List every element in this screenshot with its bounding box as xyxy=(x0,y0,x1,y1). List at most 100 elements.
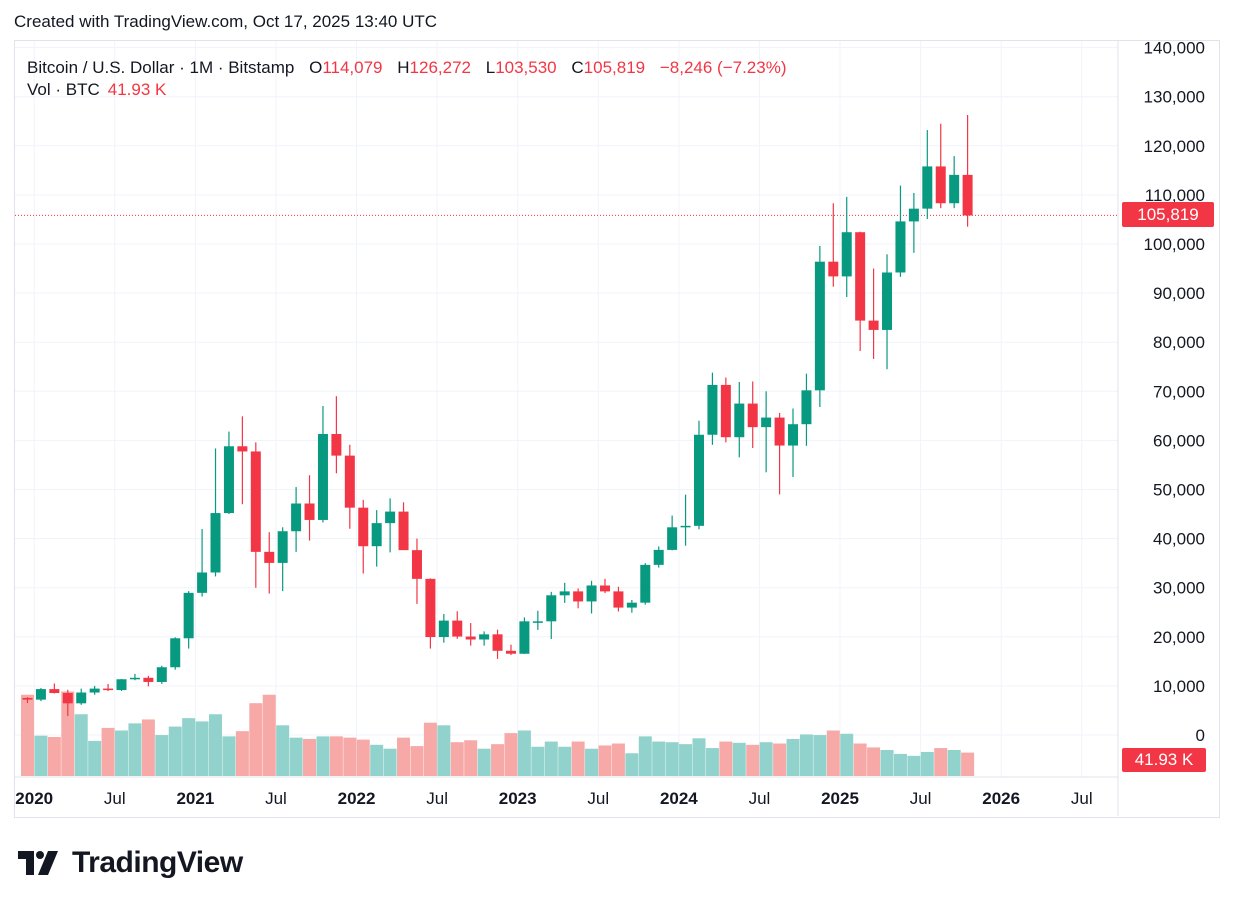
x-tick-label: 2025 xyxy=(821,789,859,808)
candle-body xyxy=(720,384,731,438)
volume-bar xyxy=(813,735,827,776)
volume-bar xyxy=(383,748,397,776)
volume-bar xyxy=(907,755,921,776)
volume-bar xyxy=(423,722,437,776)
candle-body xyxy=(962,174,973,216)
x-tick-label: 2026 xyxy=(982,789,1020,808)
candle-body xyxy=(264,551,275,563)
volume-bar xyxy=(826,730,840,776)
candle-body xyxy=(425,578,436,638)
candle-body xyxy=(935,166,946,204)
volume-bar xyxy=(316,736,330,776)
volume-bar xyxy=(343,737,357,776)
chart-frame xyxy=(14,40,1220,818)
volume-bar xyxy=(329,736,343,776)
volume-bar xyxy=(732,742,746,776)
candle-body xyxy=(89,688,100,693)
candle-body xyxy=(156,667,167,682)
candle-body xyxy=(277,531,288,563)
candle-body xyxy=(667,527,678,550)
candle-body xyxy=(586,585,597,602)
candle-body xyxy=(223,446,234,514)
candle-body xyxy=(546,595,557,622)
volume-label[interactable]: Vol · BTC xyxy=(27,80,100,99)
volume-bar xyxy=(880,750,894,776)
tradingview-wordmark: TradingView xyxy=(72,846,243,879)
y-tick-label: 130,000 xyxy=(1144,88,1205,107)
candle-body xyxy=(49,689,60,694)
candle-body xyxy=(371,523,382,547)
last-price-badge: 105,819 xyxy=(1122,202,1214,227)
volume-bar xyxy=(115,730,129,776)
candle-body xyxy=(465,636,476,640)
candle-body xyxy=(640,564,651,603)
volume-bar xyxy=(437,725,451,776)
symbol-name[interactable]: Bitcoin / U.S. Dollar · 1M · Bitstamp xyxy=(27,58,295,77)
y-tick-label: 60,000 xyxy=(1153,431,1205,450)
candle-body xyxy=(747,403,758,428)
symbol-legend: Bitcoin / U.S. Dollar · 1M · Bitstamp O 1… xyxy=(27,55,787,81)
open-label: O xyxy=(309,58,323,77)
volume-bar xyxy=(679,744,693,776)
x-tick-label: 2023 xyxy=(499,789,537,808)
candle-body xyxy=(922,166,933,209)
candle-body xyxy=(304,503,315,520)
candle-body xyxy=(22,697,33,700)
high-label: H xyxy=(397,58,410,77)
candle-body xyxy=(519,621,530,654)
volume-bar xyxy=(491,744,505,776)
volume-bar xyxy=(773,743,787,776)
candle-body xyxy=(761,417,772,428)
candle-body xyxy=(559,591,570,596)
y-tick-label: 20,000 xyxy=(1153,628,1205,647)
volume-bar xyxy=(652,741,666,776)
volume-bar xyxy=(21,694,34,776)
candle-body xyxy=(438,620,449,638)
x-tick-label: Jul xyxy=(104,789,126,808)
candle-body xyxy=(814,261,825,391)
candle-body xyxy=(841,232,852,277)
low-value: 103,530 xyxy=(495,58,557,77)
volume-bar xyxy=(450,742,464,776)
volume-bar xyxy=(370,744,384,776)
volume-bar xyxy=(209,714,223,776)
candle-body xyxy=(452,620,463,637)
y-tick-label: 120,000 xyxy=(1144,137,1205,156)
volume-bar xyxy=(289,737,303,776)
close-label: C xyxy=(571,58,584,77)
candle-body xyxy=(855,232,866,321)
y-tick-label: 90,000 xyxy=(1153,284,1205,303)
volume-bar xyxy=(934,748,948,776)
volume-bar xyxy=(168,726,182,776)
candle-body xyxy=(170,638,181,668)
candle-body xyxy=(774,417,785,446)
candle-body xyxy=(788,424,799,446)
x-tick-label: Jul xyxy=(265,789,287,808)
low-label: L xyxy=(485,58,496,77)
candle-body xyxy=(76,692,87,704)
volume-bar xyxy=(477,748,491,776)
tradingview-logo[interactable]: TradingView xyxy=(18,846,243,880)
volume-bar xyxy=(128,723,142,776)
volume-bar xyxy=(235,731,249,776)
x-tick-label: 2021 xyxy=(176,789,214,808)
candle-body xyxy=(62,693,73,704)
candle-body xyxy=(385,511,396,524)
volume-bar xyxy=(961,752,975,776)
candle-body xyxy=(210,513,221,573)
last-volume-badge: 41.93 K xyxy=(1122,748,1206,772)
volume-bar xyxy=(356,739,370,776)
candle-body xyxy=(653,549,664,565)
volume-legend: Vol · BTC 41.93 K xyxy=(27,80,166,100)
volume-bar xyxy=(571,741,585,776)
candle-body xyxy=(116,679,127,691)
x-tick-label: Jul xyxy=(587,789,609,808)
volume-bar xyxy=(47,737,61,776)
candle-body xyxy=(680,525,691,528)
candle-body xyxy=(599,585,610,592)
candle-body xyxy=(358,507,369,547)
volume-bar xyxy=(611,743,625,776)
volume-bar xyxy=(638,736,652,776)
candle-body xyxy=(882,272,893,330)
